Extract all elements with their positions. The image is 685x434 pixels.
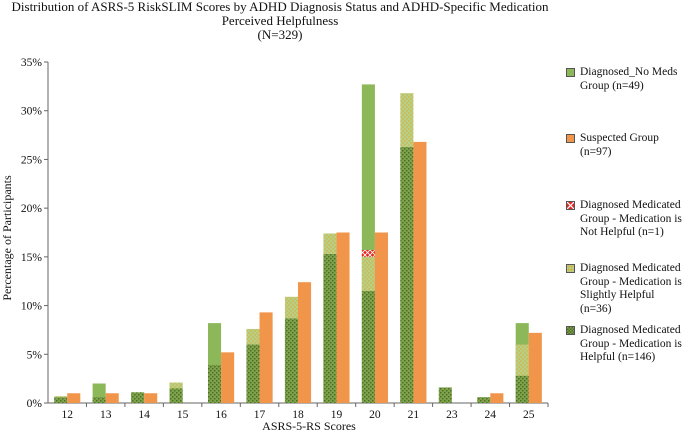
bar-dots-segment [284, 296, 298, 319]
bar-cross-segment [361, 250, 375, 257]
bar-suspected [336, 232, 350, 403]
bar-suspected [490, 393, 504, 403]
bar-dots-segment [400, 93, 414, 147]
bar-checker-segment [400, 146, 414, 403]
bars-group [54, 84, 542, 404]
chart-title: Distribution of ASRS-5 RiskSLIM Scores b… [0, 0, 560, 42]
legend-swatch [566, 264, 575, 273]
x-tick-label: 25 [523, 409, 535, 421]
legend-item: Diagnosed Medicated Group - Medication is… [566, 324, 684, 365]
y-tick-label: 5% [27, 349, 43, 361]
legend-label: Diagnosed Medicated [580, 262, 681, 274]
y-tick-label: 35% [21, 57, 43, 69]
x-tick-label: 23 [446, 409, 458, 421]
legend-label: Helpful (n=146) [580, 351, 656, 363]
bar-checker-segment [361, 290, 375, 403]
legend-label: (n=97) [580, 145, 612, 158]
bar-suspected [298, 282, 312, 403]
x-tick-label: 20 [369, 409, 381, 421]
x-tick-label: 13 [100, 409, 112, 421]
bar-dots-segment [169, 382, 183, 389]
y-tick-label: 0% [27, 398, 43, 410]
bar-suspected [259, 312, 273, 403]
legend-item: Suspected Group (n=97) [566, 132, 684, 159]
bar-checker-segment [54, 397, 68, 403]
legend-swatch [566, 201, 575, 210]
legend-label: Group - Medication is [580, 212, 682, 225]
x-tick-label: 21 [408, 409, 420, 421]
bar-checker-segment [246, 344, 260, 403]
bar-checker-segment [169, 388, 183, 403]
x-tick-label: 12 [61, 409, 73, 421]
legend-swatch [566, 134, 575, 143]
legend-item: Diagnosed_No Meds Group (n=49) [566, 66, 684, 93]
bar-checker-segment [438, 387, 452, 403]
legend-label: Slightly Helpful [580, 289, 655, 301]
legend-label: Diagnosed Medicated [580, 324, 681, 336]
y-axis: 0% 5% 10% 15% 20% 25% 30% 35% [21, 57, 49, 410]
bar-checker-segment [131, 392, 145, 403]
chart-title-line-1: Distribution of ASRS-5 RiskSLIM Scores b… [11, 0, 549, 14]
x-axis-label: ASRS-5-RS Scores [262, 419, 356, 433]
bar-dots-segment [54, 396, 68, 398]
bar-checker-segment [477, 397, 491, 403]
x-tick-label: 16 [215, 409, 227, 421]
legend-label: Group - Medication is [580, 275, 682, 288]
bar-suspected [221, 352, 235, 403]
bar-suspected [144, 393, 158, 403]
bar-checker-segment [515, 375, 529, 403]
y-axis-label: Percentage of Participants [0, 175, 14, 301]
x-tick-label: 14 [138, 409, 150, 421]
bar-checker-segment [208, 365, 222, 403]
legend-label: (n=36) [580, 302, 612, 315]
legend-label: Suspected Group [580, 132, 659, 144]
legend-label: Diagnosed_No Meds [580, 66, 678, 78]
y-tick-label: 15% [21, 252, 43, 264]
chart-title-line-2: Perceived Helpfulness [221, 13, 339, 28]
legend-label: Not Helpful (n=1) [580, 226, 664, 238]
legend-item: Diagnosed Medicated Group - Medication is… [566, 199, 684, 240]
legend-label: Group - Medication is [580, 337, 682, 350]
chart-title-line-3: (N=329) [257, 27, 303, 42]
bar-dots-segment [515, 344, 529, 376]
bar-dots-segment [246, 328, 260, 345]
legend-swatch [566, 68, 575, 77]
y-tick-label: 25% [21, 154, 43, 166]
bar-dots-segment [361, 256, 375, 291]
bar-suspected [374, 232, 388, 403]
bar-checker-segment [323, 253, 337, 403]
bar-suspected [413, 141, 427, 404]
x-tick-label: 24 [485, 409, 497, 421]
x-tick-label: 15 [177, 409, 189, 421]
bar-suspected [528, 332, 542, 403]
legend-item: Diagnosed Medicated Group - Medication is… [566, 262, 684, 316]
y-tick-label: 30% [21, 106, 43, 118]
legend-swatch [566, 326, 575, 335]
bar-checker-segment [92, 397, 106, 403]
bar-suspected [105, 393, 119, 403]
x-tick-label: 17 [254, 409, 266, 421]
bar-suspected [67, 393, 81, 403]
legend-label: Diagnosed Medicated [580, 199, 681, 211]
bar-checker-segment [284, 318, 298, 403]
y-tick-label: 10% [21, 301, 43, 313]
bar-dots-segment [323, 233, 337, 254]
x-tick-label: 18 [292, 409, 304, 421]
y-tick-label: 20% [21, 203, 43, 215]
x-tick-label: 19 [331, 409, 343, 421]
legend-label: Group (n=49) [580, 79, 644, 92]
